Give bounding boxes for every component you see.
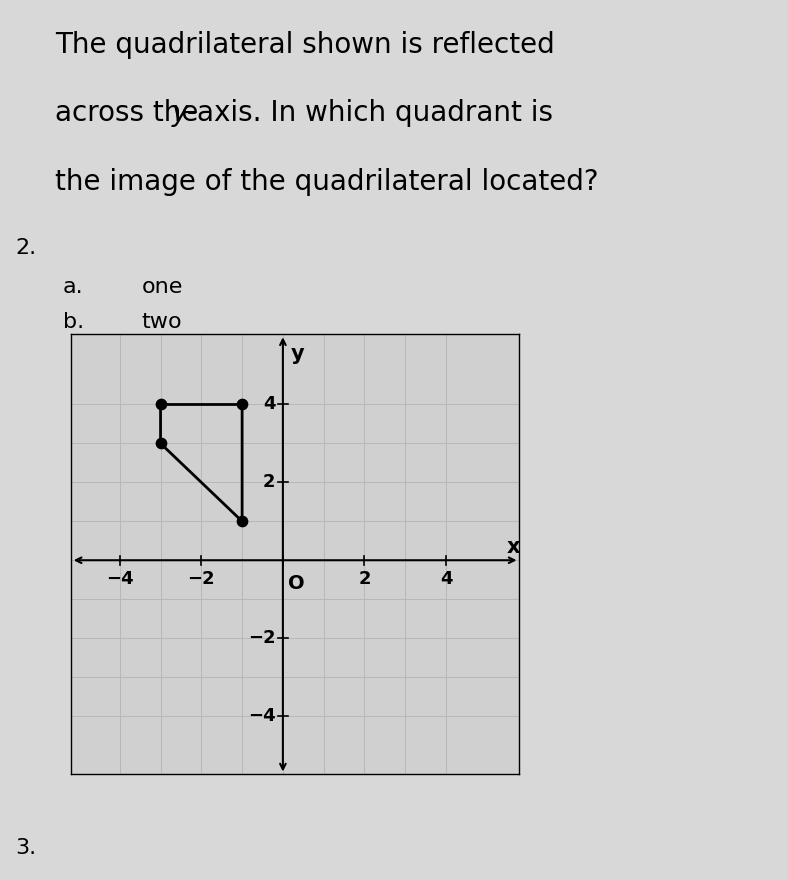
Text: y: y — [291, 344, 305, 364]
Text: one: one — [142, 277, 183, 297]
Point — [236, 398, 249, 412]
Text: −2: −2 — [187, 570, 215, 588]
Text: two: two — [142, 312, 183, 333]
Text: 3.: 3. — [16, 838, 37, 858]
Text: across the: across the — [55, 99, 207, 128]
Text: 4: 4 — [440, 570, 453, 588]
Text: 2: 2 — [358, 570, 371, 588]
Text: −2: −2 — [248, 629, 275, 647]
Text: y: y — [172, 99, 188, 128]
Text: a.: a. — [63, 277, 83, 297]
Text: −4: −4 — [106, 570, 134, 588]
Text: The quadrilateral shown is reflected: The quadrilateral shown is reflected — [55, 31, 555, 59]
Text: 4: 4 — [263, 395, 275, 414]
Point — [154, 398, 167, 412]
Text: x: x — [507, 537, 521, 557]
Point — [236, 514, 249, 528]
Text: O: O — [288, 574, 305, 593]
Text: −4: −4 — [248, 707, 275, 725]
Text: 2: 2 — [263, 473, 275, 491]
Text: -axis. In which quadrant is: -axis. In which quadrant is — [187, 99, 552, 128]
Text: the image of the quadrilateral located?: the image of the quadrilateral located? — [55, 168, 599, 196]
Text: b.: b. — [63, 312, 84, 333]
Point — [154, 436, 167, 451]
Text: 2.: 2. — [16, 238, 37, 258]
